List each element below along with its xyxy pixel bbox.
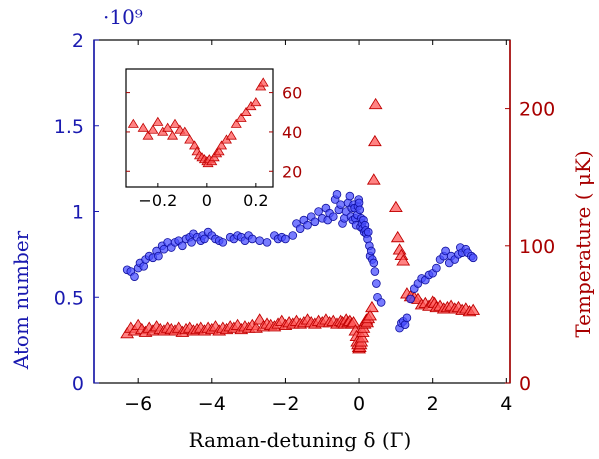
- temperature-point: [355, 331, 369, 343]
- atom-number-point: [248, 234, 257, 244]
- atom-number-point: [310, 217, 320, 227]
- inset-y-tick-label: 40: [282, 123, 302, 142]
- inset-temperature-point: [216, 140, 228, 150]
- inset-temperature-point: [230, 118, 242, 128]
- x-axis-label: Raman-detuning δ (Γ): [189, 428, 412, 452]
- y-left-tick-label: 2: [72, 30, 84, 52]
- inset-temperature-point: [240, 106, 252, 116]
- temperature-point: [346, 315, 361, 328]
- y-right-tick-label: 0: [519, 373, 531, 395]
- x-tick-label: 0: [353, 393, 365, 415]
- inset-temperature-point: [142, 130, 154, 140]
- y-multiplier-label: ·10⁹: [103, 5, 143, 29]
- inset-y-tick-label: 60: [282, 84, 302, 103]
- atom-number-point: [187, 238, 196, 247]
- atom-number-point: [154, 251, 163, 261]
- atom-number-point: [355, 205, 365, 215]
- inset-x-tick-label: 0.2: [243, 191, 268, 210]
- temperature-point: [368, 97, 383, 110]
- atom-number-point: [432, 263, 441, 273]
- x-tick-label: 4: [500, 393, 512, 415]
- temperature-point: [390, 230, 405, 243]
- atom-number-point: [281, 234, 290, 244]
- atom-number-point: [218, 238, 228, 247]
- atom-number-point: [288, 231, 298, 240]
- temperature-point: [466, 303, 481, 315]
- atom-number-point: [363, 227, 373, 237]
- temperature-point: [366, 173, 381, 185]
- x-tick-label: −6: [124, 393, 152, 415]
- inset-layer: −0.2 0 0.2 20 40 60: [126, 77, 302, 210]
- inset-temperature-point: [213, 146, 225, 156]
- temperature-point: [388, 200, 403, 213]
- atom-number-point: [295, 224, 305, 233]
- inset-temperature-point: [184, 134, 196, 144]
- y-left-tick-label: 0.5: [54, 287, 84, 309]
- inset-temperature-point: [127, 118, 139, 128]
- inset-temperature-point: [257, 77, 269, 87]
- y-right-tick-label: 100: [519, 236, 555, 258]
- atom-number-point: [332, 190, 342, 199]
- atom-number-point: [370, 267, 380, 276]
- atom-number-point: [369, 258, 379, 268]
- atom-number-point: [366, 246, 376, 256]
- y-left-tick-label: 0: [72, 373, 84, 395]
- inset-temperature-point: [167, 130, 179, 140]
- inset-temperature-point: [179, 126, 191, 136]
- temperature-point: [365, 300, 379, 313]
- inset-x-tick-label: −0.2: [138, 191, 177, 210]
- x-tick-label: 2: [427, 393, 439, 415]
- atom-number-point: [402, 313, 412, 323]
- atom-number-point: [262, 238, 272, 247]
- y-axis-right-label: Temperature ( μK): [571, 150, 595, 337]
- temperature-point: [368, 134, 382, 147]
- main-data-layer: [120, 97, 481, 354]
- inset-x-tick-label: 0: [202, 191, 212, 210]
- y-left-tick-label: 1.5: [54, 116, 84, 138]
- inset-frame: [125, 68, 274, 188]
- x-tick-label: −2: [271, 393, 299, 415]
- inset-temperature-point: [152, 116, 164, 126]
- atom-number-point: [255, 236, 264, 245]
- atom-number-point: [376, 298, 386, 307]
- inset-temperature-point: [235, 112, 247, 122]
- temperature-point: [396, 254, 411, 266]
- temperature-point: [363, 309, 377, 321]
- atom-number-point: [468, 253, 478, 263]
- atom-number-point: [200, 234, 209, 244]
- inset-temperature-point: [169, 118, 181, 128]
- inset-temperature-point: [225, 130, 237, 140]
- atom-number-point: [336, 200, 345, 209]
- atom-number-point: [178, 241, 187, 251]
- atom-number-point: [314, 207, 323, 216]
- y-right-tick-label: 200: [519, 99, 555, 121]
- atom-number-point: [345, 191, 355, 201]
- inset-temperature-point: [147, 124, 159, 134]
- inset-temperature-point: [137, 122, 149, 132]
- inset-y-tick-label: 20: [282, 162, 302, 181]
- atom-number-point: [303, 220, 312, 230]
- atom-number-point: [372, 279, 381, 288]
- atom-number-point: [441, 246, 450, 256]
- atom-number-point: [406, 294, 415, 304]
- inset-temperature-point: [250, 97, 262, 107]
- atom-number-point: [328, 212, 338, 221]
- x-tick-label: −4: [198, 393, 226, 415]
- atom-number-point: [130, 272, 139, 281]
- y-axis-left-label: Atom number: [9, 230, 33, 370]
- y-left-tick-label: 1: [72, 202, 84, 224]
